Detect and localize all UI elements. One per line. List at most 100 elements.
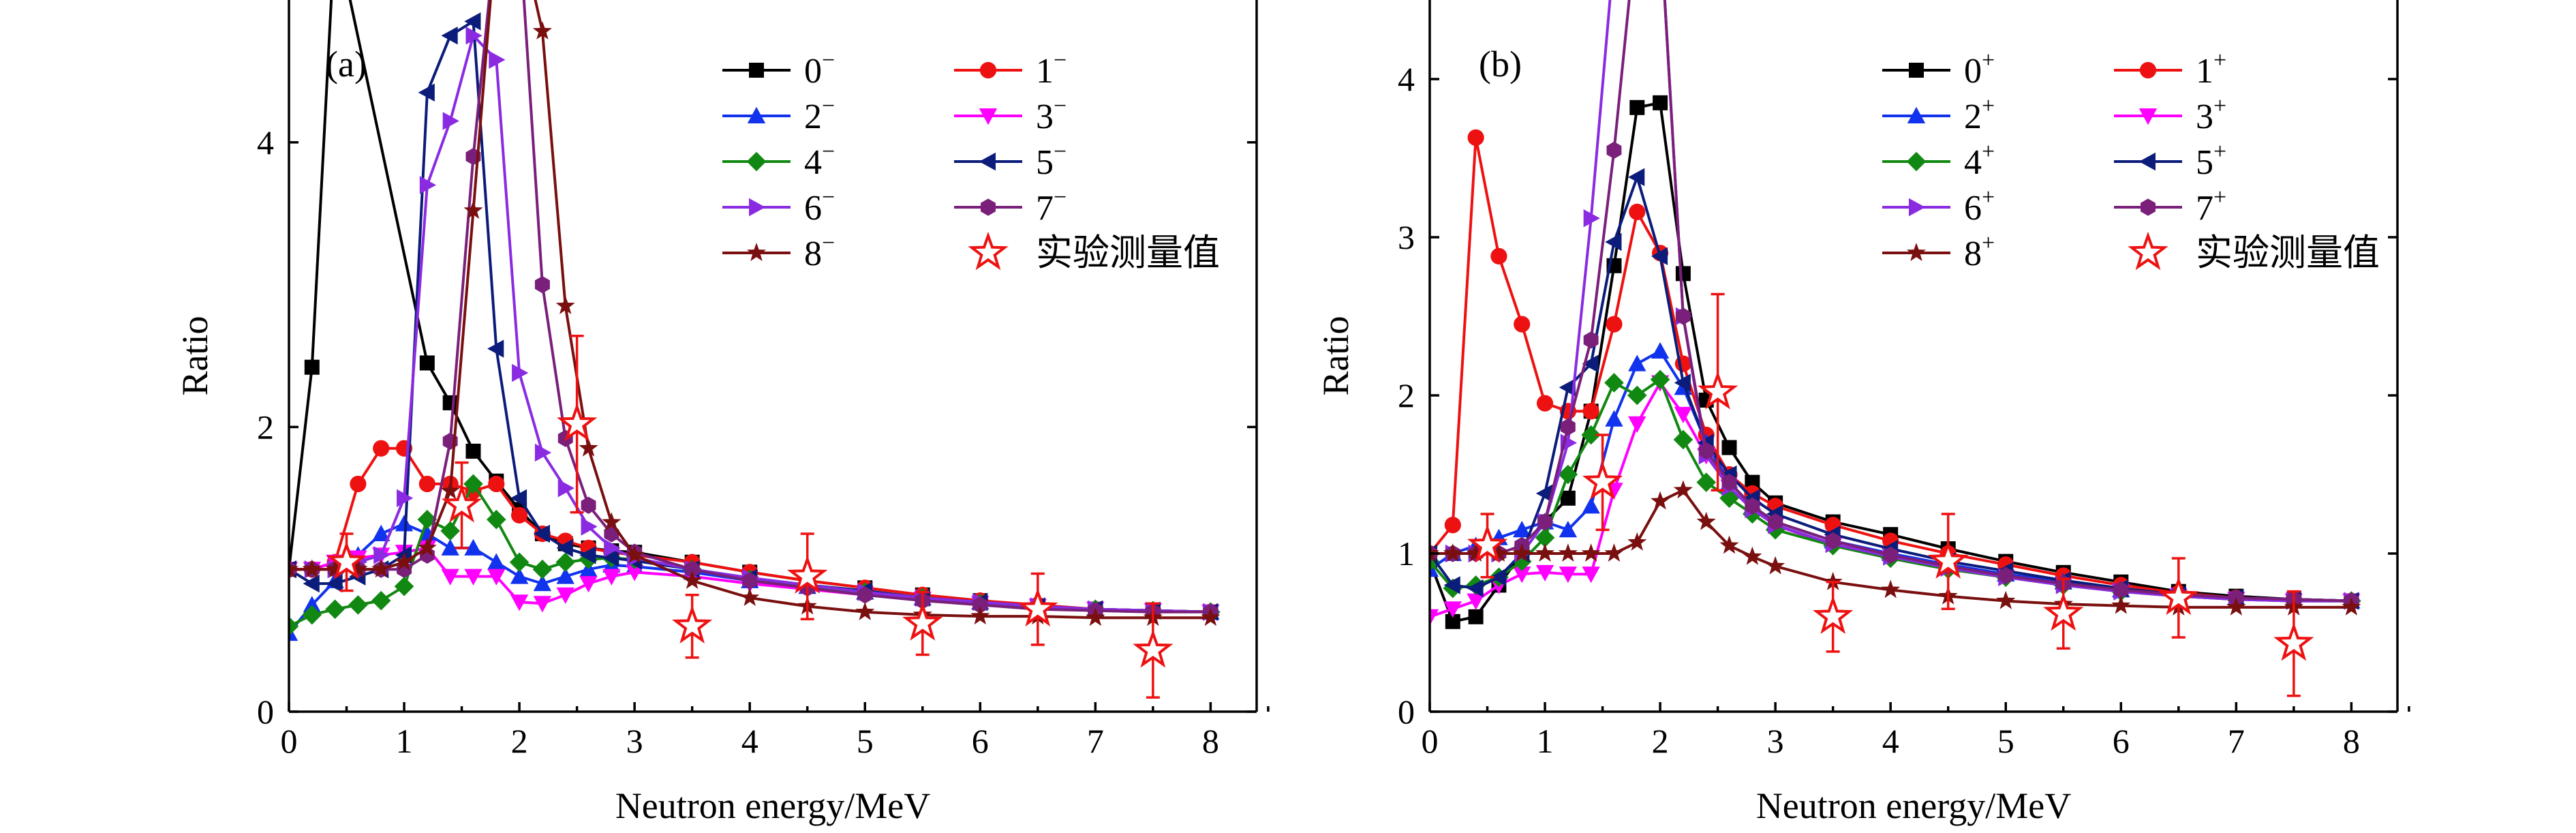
data-point xyxy=(442,395,458,410)
x-tick-label: 5 xyxy=(1997,722,2014,760)
experimental-point xyxy=(2043,592,2084,631)
x-tick-label: 8 xyxy=(1202,722,1219,760)
data-point xyxy=(2113,581,2129,599)
y-tick-label: 2 xyxy=(257,408,274,446)
data-point xyxy=(419,355,435,371)
experimental-point xyxy=(1133,628,1174,668)
data-point xyxy=(1721,440,1737,455)
experimental-series xyxy=(326,335,1174,699)
data-point xyxy=(1651,491,1670,510)
data-point xyxy=(441,539,459,556)
data-point xyxy=(533,596,552,613)
data-point xyxy=(1583,331,1599,349)
legend-label: 5+ xyxy=(2196,139,2226,182)
data-point xyxy=(510,567,529,584)
legend-item-7: 7+ xyxy=(2114,185,2226,228)
chart-panel-b: 0 1 2 3 4 5 6 7 8 0 1 2 3 4 Neutron energy/MeV Ratio (b)… xyxy=(1315,0,2410,826)
data-point xyxy=(1721,474,1737,491)
legend-item-5: 5− xyxy=(954,139,1067,182)
data-point xyxy=(440,481,460,500)
data-point xyxy=(442,112,459,130)
data-point xyxy=(373,546,390,564)
data-point xyxy=(1582,566,1600,584)
data-point xyxy=(1444,517,1461,534)
data-point xyxy=(556,539,573,558)
legend-marker xyxy=(746,151,767,172)
data-point xyxy=(1825,532,1841,550)
x-tick-label: 4 xyxy=(741,722,758,760)
x-tick-label: 6 xyxy=(2113,722,2130,760)
legend-label: 7− xyxy=(1036,185,1067,228)
legend-marker xyxy=(1906,243,1927,261)
data-point xyxy=(1629,203,1646,220)
data-point xyxy=(488,475,505,493)
data-point xyxy=(1430,609,1439,626)
legend-marker xyxy=(1909,198,1926,217)
y-tick-label: 3 xyxy=(1398,218,1415,256)
data-point xyxy=(1430,560,1439,577)
data-point xyxy=(1559,521,1578,538)
x-tick-label: 3 xyxy=(626,722,643,760)
data-point xyxy=(371,590,391,611)
data-point xyxy=(579,576,598,593)
data-point xyxy=(1604,543,1624,562)
x-tick-label: 8 xyxy=(2343,722,2360,760)
data-point xyxy=(373,440,390,457)
legend-marker xyxy=(747,106,766,123)
data-point xyxy=(1489,543,1509,562)
data-point xyxy=(1512,543,1532,562)
x-tick-label: 0 xyxy=(281,722,298,760)
data-point xyxy=(510,594,529,611)
legend-item-4: 4− xyxy=(722,139,835,182)
legend-label: 3− xyxy=(1036,93,1067,136)
legend-label: 4− xyxy=(804,139,835,182)
legend-marker xyxy=(2138,152,2156,171)
data-point xyxy=(1560,418,1576,436)
data-point xyxy=(1466,543,1486,562)
data-point xyxy=(1443,543,1462,562)
data-point xyxy=(487,569,506,586)
data-point xyxy=(581,517,598,536)
legend-marker xyxy=(1909,63,1924,78)
legend-marker xyxy=(2139,61,2157,79)
data-point xyxy=(1651,342,1670,359)
data-point xyxy=(302,605,322,625)
experimental-point xyxy=(671,605,713,643)
data-point xyxy=(304,359,320,375)
data-point xyxy=(325,559,345,578)
x-tick-label: 1 xyxy=(1537,722,1554,760)
data-point xyxy=(1535,484,1553,503)
data-point xyxy=(463,200,483,219)
data-point xyxy=(1468,609,1484,624)
data-point xyxy=(1673,429,1693,450)
data-point xyxy=(1696,511,1716,530)
y-tick-label: 0 xyxy=(1398,693,1415,731)
experimental-point xyxy=(1582,461,1623,500)
experimental-point xyxy=(441,483,482,523)
data-point xyxy=(512,363,529,382)
data-point xyxy=(740,588,760,606)
data-point xyxy=(487,339,504,358)
legend-item-0: 0+ xyxy=(1882,48,1995,91)
data-point xyxy=(509,552,530,573)
legend-label: 8− xyxy=(804,230,835,273)
data-point xyxy=(2111,595,2131,614)
data-point xyxy=(1606,141,1622,159)
data-point xyxy=(1443,576,1460,594)
data-point xyxy=(372,524,390,541)
data-point xyxy=(303,596,322,613)
experimental-point xyxy=(1813,595,1854,635)
data-point xyxy=(1536,395,1554,412)
plot-area xyxy=(289,0,1221,699)
legend-item-3: 3− xyxy=(954,93,1067,136)
legend-item-8: 8+ xyxy=(1882,230,1995,273)
data-point xyxy=(1627,532,1647,551)
data-point xyxy=(1558,464,1578,485)
data-point xyxy=(1513,566,1531,584)
legend-label: 3+ xyxy=(2196,93,2226,136)
data-point xyxy=(532,559,553,579)
data-point xyxy=(1559,378,1576,397)
data-point xyxy=(1627,385,1647,406)
legend-label: 实验测量值 xyxy=(2196,232,2380,273)
